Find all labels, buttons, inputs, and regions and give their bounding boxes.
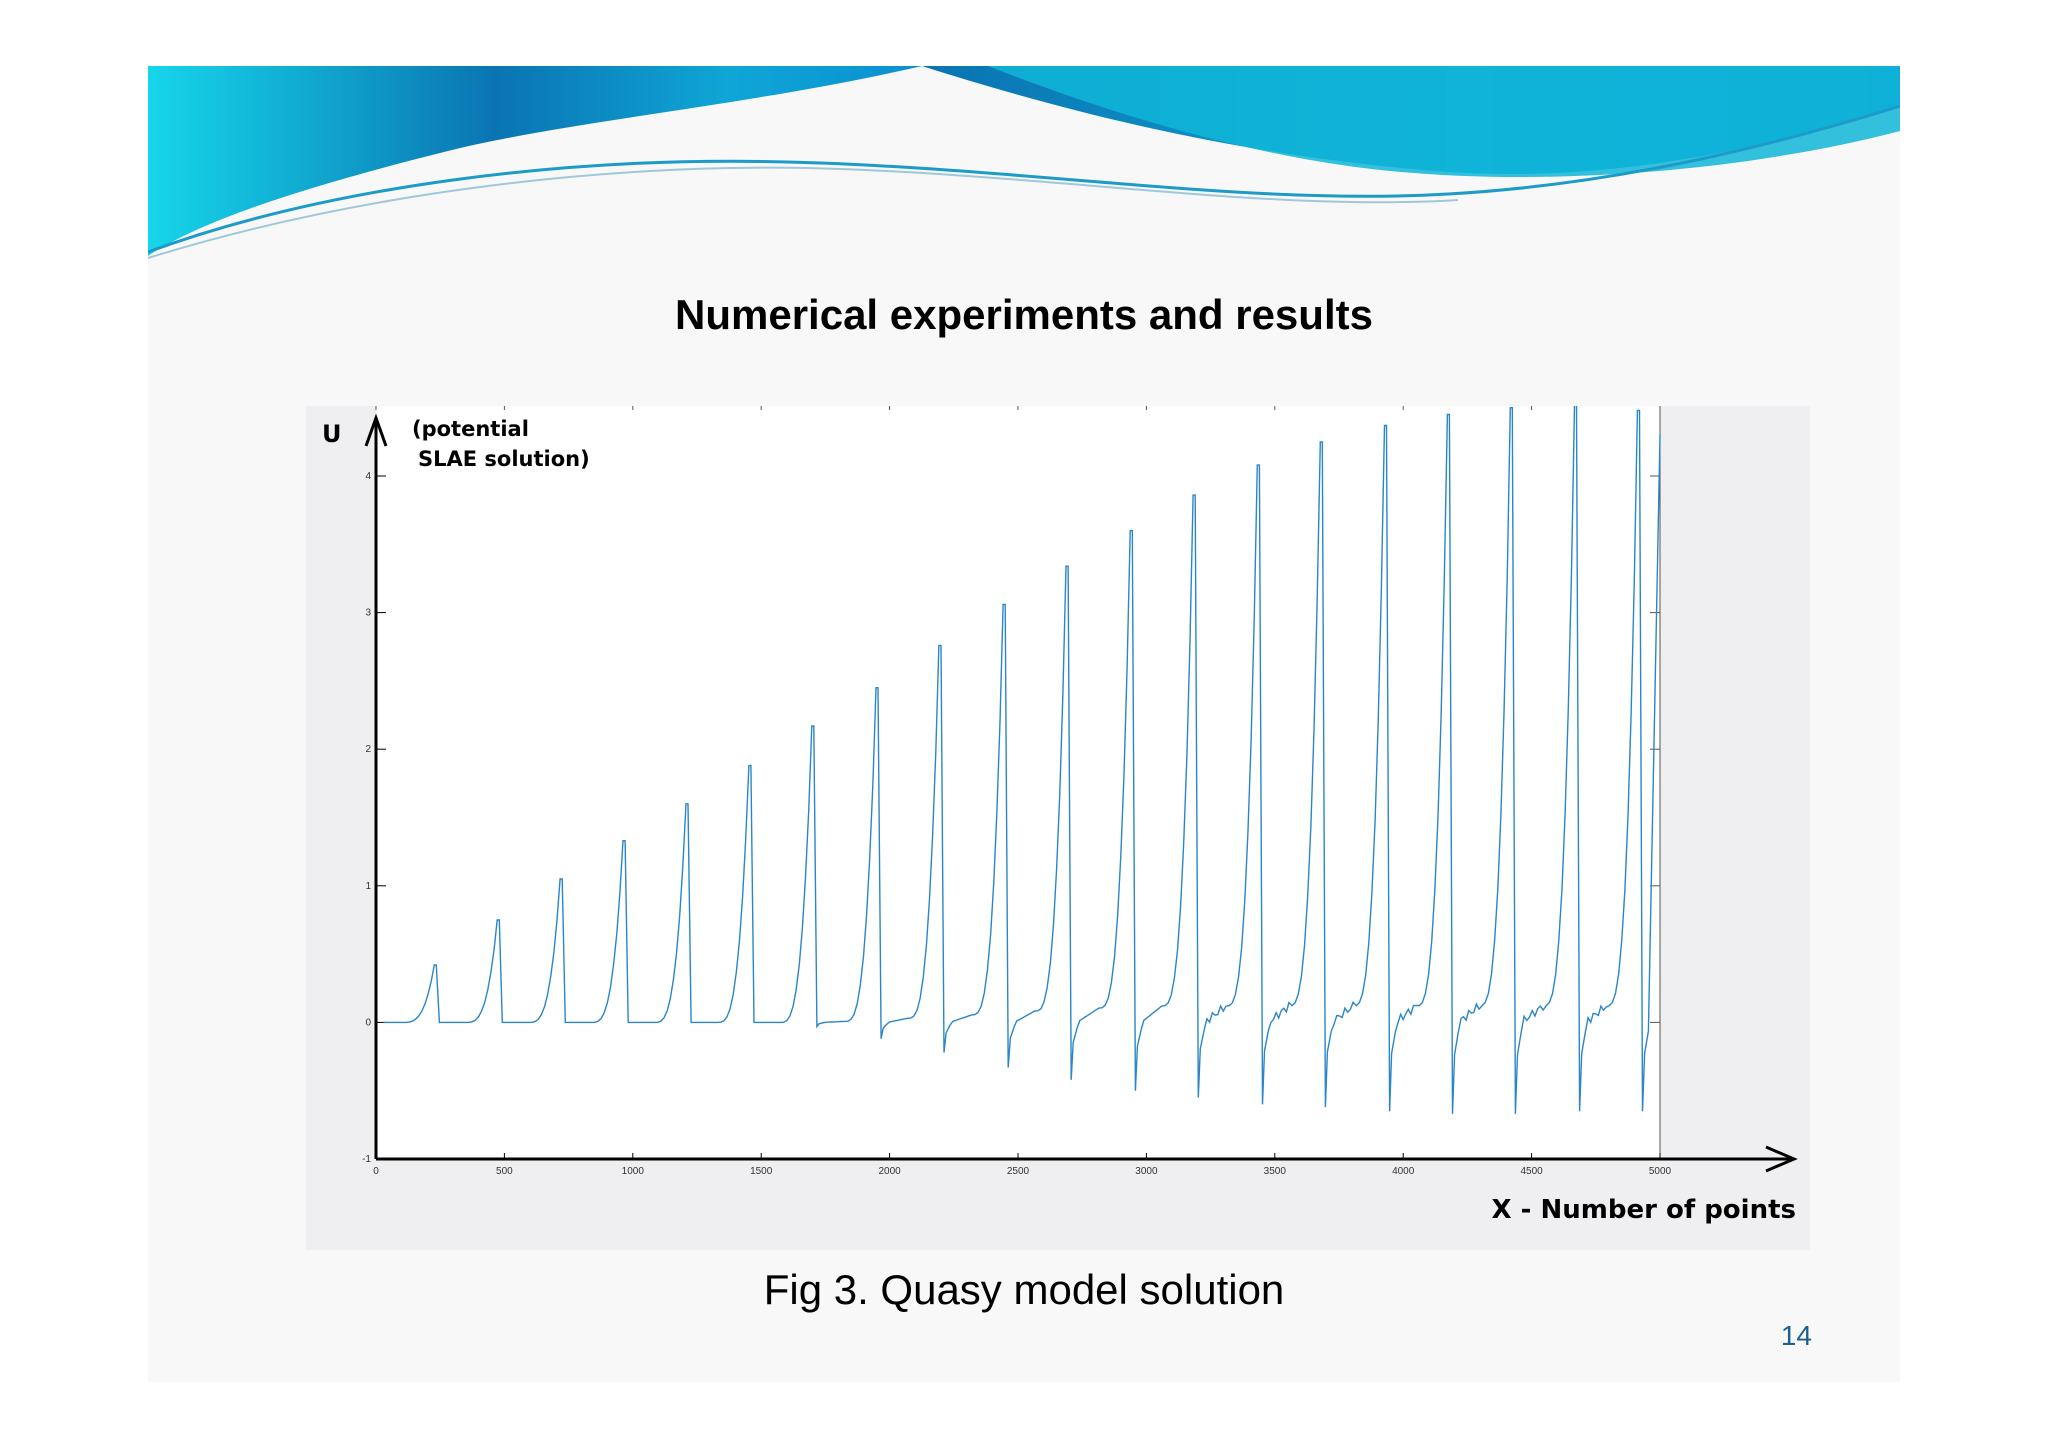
x-tick-label: 4000 (1392, 1166, 1415, 1177)
y-axis-arrowhead (364, 413, 388, 447)
x-tick-label: 500 (496, 1166, 513, 1177)
plot-area (376, 406, 1660, 1159)
x-tick-label: 1500 (750, 1166, 773, 1177)
y-tick-label: -1 (362, 1154, 371, 1165)
y-tick-label: 2 (365, 744, 371, 755)
series-line (383, 406, 1661, 1114)
y-tick-label: 4 (365, 471, 371, 482)
x-tick-label: 2000 (878, 1166, 901, 1177)
x-tick-label: 3500 (1264, 1166, 1287, 1177)
page-number: 14 (1780, 1320, 1812, 1351)
figure-caption: Fig 3. Quasy model solution (763, 1266, 1285, 1313)
x-tick-label: 4500 (1520, 1166, 1543, 1177)
x-tick-label: 0 (373, 1166, 379, 1177)
x-axis-label: X - Number of points (1492, 1195, 1796, 1225)
header-wave-banner (148, 66, 1900, 259)
slide: Numerical experiments and results 0 500 10… (148, 66, 1900, 1382)
x-tick-label: 5000 (1649, 1166, 1672, 1177)
y-axis-note-line-2: SLAE solution) (418, 447, 590, 471)
line-chart: 0 500 1000 1500 2000 2500 3000 3500 4000 4500 5000… (322, 406, 1798, 1225)
y-tick-label: 1 (365, 881, 371, 892)
slide-title: Numerical experiments and results (675, 291, 1373, 338)
y-axis-label: U (322, 420, 342, 448)
y-tick-label: 3 (365, 608, 371, 619)
y-axis-note-line-1: (potential (412, 417, 529, 441)
x-tick-label: 2500 (1007, 1166, 1030, 1177)
figure-panel: 0 500 1000 1500 2000 2500 3000 3500 4000 4500 5000… (306, 406, 1810, 1250)
x-tick-label: 1000 (622, 1166, 645, 1177)
x-tick-label: 3000 (1135, 1166, 1158, 1177)
y-tick-label: 0 (365, 1017, 371, 1028)
x-axis-arrowhead (1765, 1145, 1798, 1173)
